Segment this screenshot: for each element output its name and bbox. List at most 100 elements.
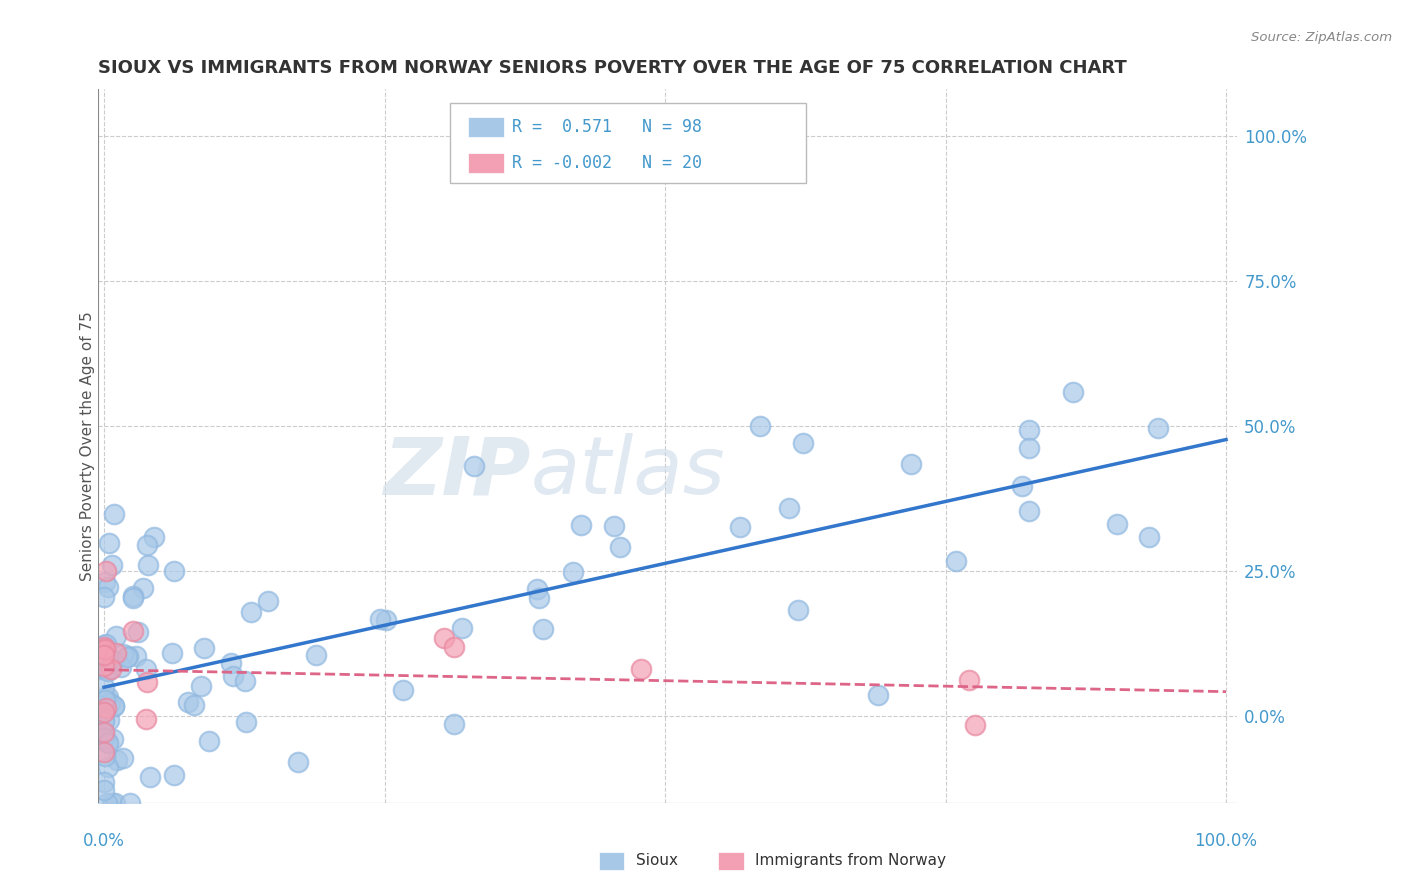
- Text: SIOUX VS IMMIGRANTS FROM NORWAY SENIORS POVERTY OVER THE AGE OF 75 CORRELATION C: SIOUX VS IMMIGRANTS FROM NORWAY SENIORS …: [98, 59, 1128, 77]
- Point: [1018, 423, 1040, 437]
- Text: Immigrants from Norway: Immigrants from Norway: [755, 854, 946, 868]
- Point: [93, 714, 115, 728]
- Point: [121, 591, 143, 605]
- Point: [104, 796, 127, 810]
- Point: [183, 698, 205, 713]
- Point: [93, 775, 115, 789]
- Point: [101, 558, 124, 572]
- Point: [136, 558, 159, 573]
- Point: [945, 554, 967, 568]
- Point: [1011, 479, 1033, 493]
- Point: [94, 700, 117, 714]
- Point: [135, 661, 157, 675]
- Point: [305, 648, 328, 662]
- Point: [866, 689, 889, 703]
- Point: [965, 718, 987, 732]
- Point: [93, 713, 115, 727]
- Point: [786, 603, 808, 617]
- Point: [1062, 385, 1084, 400]
- Y-axis label: Seniors Poverty Over the Age of 75: Seniors Poverty Over the Age of 75: [80, 311, 94, 581]
- Point: [93, 724, 115, 739]
- Text: 0.0%: 0.0%: [83, 832, 125, 850]
- Point: [136, 675, 159, 690]
- Point: [526, 582, 548, 596]
- Point: [93, 575, 115, 590]
- Point: [103, 698, 125, 713]
- Point: [103, 508, 125, 522]
- Point: [143, 530, 166, 544]
- Point: [233, 673, 256, 688]
- Point: [630, 662, 652, 676]
- Text: 100.0%: 100.0%: [1195, 832, 1257, 850]
- Point: [957, 673, 980, 688]
- Text: Sioux: Sioux: [636, 854, 678, 868]
- Point: [368, 612, 391, 626]
- Point: [96, 637, 118, 651]
- Point: [163, 768, 186, 782]
- Point: [93, 726, 115, 740]
- Point: [93, 745, 115, 759]
- Point: [198, 734, 221, 748]
- Point: [222, 669, 245, 683]
- Point: [792, 435, 814, 450]
- Point: [118, 796, 141, 810]
- Point: [97, 690, 120, 705]
- Point: [93, 648, 115, 662]
- Point: [117, 649, 139, 664]
- Point: [433, 632, 456, 646]
- Text: R = -0.002   N = 20: R = -0.002 N = 20: [512, 153, 702, 171]
- Point: [97, 580, 120, 594]
- Point: [443, 716, 465, 731]
- Point: [139, 770, 162, 784]
- Point: [93, 590, 115, 604]
- Point: [602, 519, 624, 533]
- Point: [529, 591, 551, 606]
- Point: [94, 642, 117, 657]
- Point: [93, 680, 115, 694]
- Point: [1137, 530, 1160, 544]
- Point: [94, 749, 117, 764]
- Point: [135, 712, 157, 726]
- Point: [93, 690, 115, 705]
- Point: [900, 457, 922, 471]
- Point: [177, 695, 200, 709]
- Point: [117, 649, 139, 664]
- Point: [101, 654, 124, 668]
- Point: [103, 732, 125, 747]
- Point: [749, 419, 772, 434]
- Point: [110, 660, 132, 674]
- Point: [1107, 517, 1129, 532]
- Point: [392, 682, 415, 697]
- Point: [1018, 441, 1040, 455]
- Point: [93, 658, 115, 673]
- Point: [219, 657, 242, 671]
- Point: [93, 783, 115, 797]
- Point: [443, 640, 465, 655]
- Point: [101, 653, 124, 667]
- Point: [111, 751, 134, 765]
- Point: [193, 640, 215, 655]
- Point: [374, 613, 396, 627]
- Point: [451, 621, 474, 635]
- Point: [235, 714, 257, 729]
- Point: [163, 564, 186, 578]
- Text: atlas: atlas: [530, 434, 725, 511]
- Point: [93, 705, 115, 719]
- Point: [93, 640, 115, 654]
- Point: [96, 564, 118, 578]
- Text: Source: ZipAtlas.com: Source: ZipAtlas.com: [1251, 31, 1392, 45]
- Point: [112, 647, 135, 661]
- Point: [94, 693, 117, 707]
- Point: [190, 679, 212, 693]
- Point: [160, 647, 183, 661]
- Point: [778, 500, 800, 515]
- Point: [287, 756, 309, 770]
- Point: [463, 458, 485, 473]
- Point: [569, 517, 592, 532]
- Point: [257, 594, 280, 608]
- Point: [100, 662, 122, 676]
- Point: [97, 664, 120, 678]
- Point: [93, 731, 115, 745]
- Point: [728, 520, 751, 534]
- Point: [93, 638, 115, 652]
